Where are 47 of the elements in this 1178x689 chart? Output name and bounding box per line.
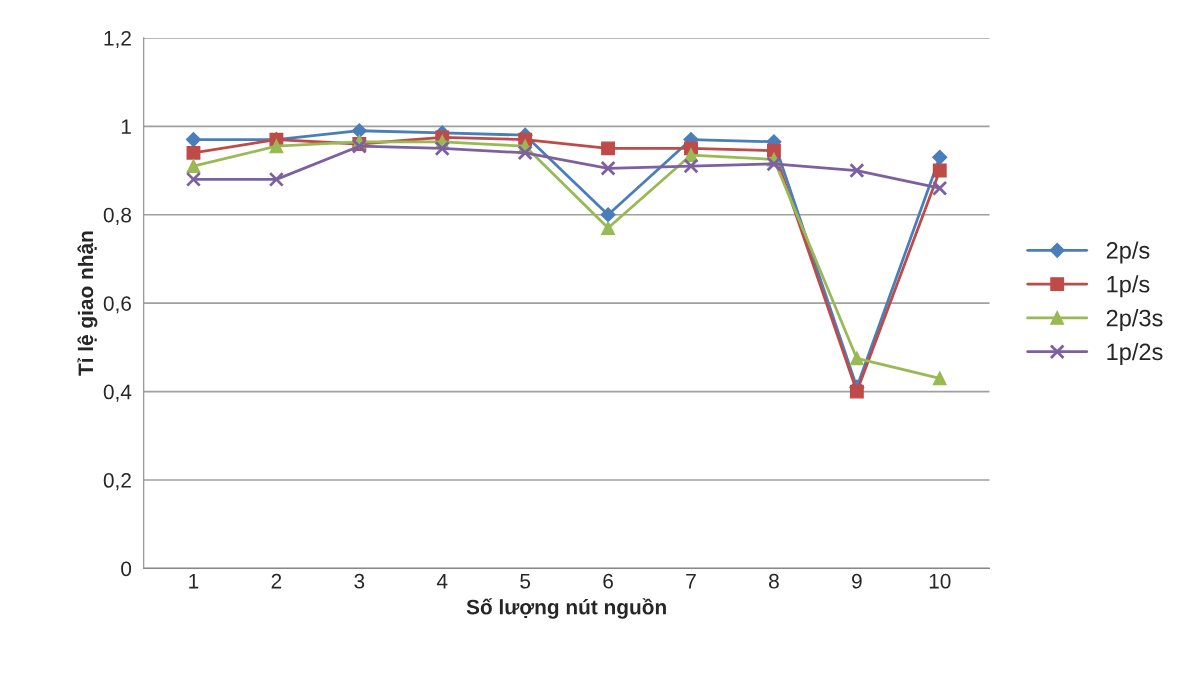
point (932, 149, 948, 165)
y-tick-label: 0,2 (103, 473, 131, 491)
point (849, 351, 864, 366)
y-tick-label: 0,4 (103, 384, 132, 402)
y-axis-title: Tỉ lệ giao nhận (77, 231, 98, 376)
point (766, 156, 782, 172)
x-tick-label: 1 (189, 574, 199, 589)
x-tick-label: 8 (769, 573, 779, 589)
point (600, 160, 616, 176)
point (351, 123, 367, 139)
point (186, 145, 201, 160)
point (849, 384, 864, 399)
legend-label: 1p/2s (1107, 342, 1163, 365)
point (684, 148, 698, 162)
legend-label: 2p/3s (1106, 309, 1163, 332)
point (601, 221, 616, 235)
point (683, 158, 699, 174)
x-axis-title: Số lượng nút nguồn (466, 598, 666, 619)
x-tick-label: 6 (603, 573, 613, 589)
point (185, 132, 202, 148)
point (186, 159, 201, 174)
point (601, 141, 616, 156)
point (434, 140, 450, 157)
legend-label: 1p/s (1107, 275, 1150, 298)
legend-label: 2p/s (1106, 241, 1150, 264)
x-tick-label: 9 (852, 573, 862, 589)
x-tick-label: 3 (354, 573, 365, 589)
point (849, 162, 865, 179)
y-tick-label: 0 (121, 561, 132, 577)
y-tick-label: 1,2 (104, 30, 131, 49)
point (517, 145, 533, 161)
point (932, 371, 947, 386)
y-tick-label: 1 (121, 119, 131, 134)
y-tick-label: 0,6 (103, 296, 131, 314)
point (185, 171, 202, 188)
x-tick-label: 10 (929, 573, 951, 589)
y-tick-label: 0,8 (103, 207, 132, 225)
x-tick-label: 2 (271, 573, 282, 589)
point (268, 171, 285, 188)
x-tick-label: 7 (686, 574, 696, 589)
point (932, 163, 947, 178)
point (600, 207, 616, 223)
point (932, 180, 948, 196)
point (766, 143, 781, 158)
point (269, 139, 284, 154)
x-tick-label: 5 (520, 574, 531, 589)
x-tick-label: 4 (436, 574, 448, 589)
